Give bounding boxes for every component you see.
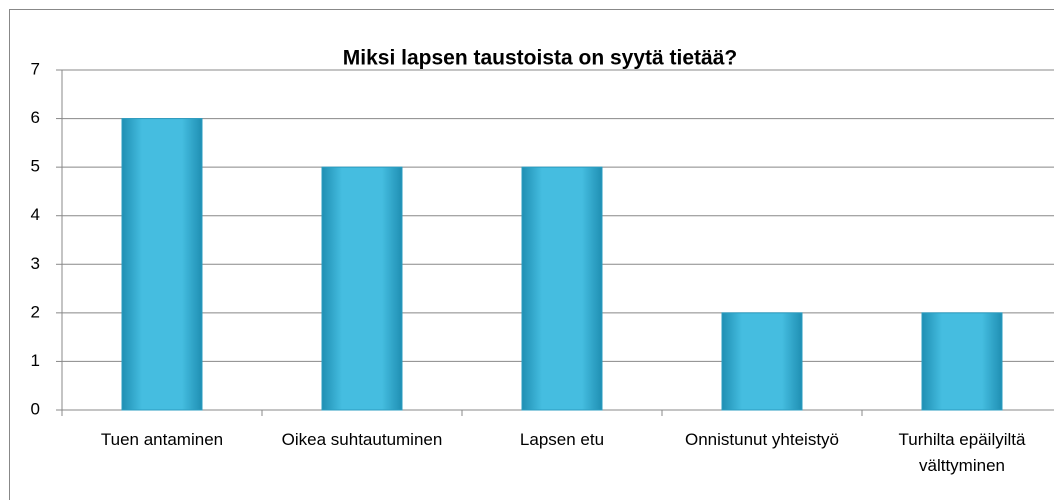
y-tick-label: 2: [31, 302, 40, 321]
x-tick-label: Lapsen etu: [519, 430, 605, 449]
bar: [321, 166, 403, 411]
bar: [921, 312, 1003, 411]
y-tick-label: 6: [31, 108, 40, 127]
chart-frame: [9, 9, 1054, 500]
x-tick-label: Turhilta epäilyiltä välttyminen: [898, 430, 1026, 475]
chart-title: Miksi lapsen taustoista on syytä tietää?: [343, 47, 737, 70]
y-tick-label: 7: [31, 59, 40, 78]
x-tick-label: Tuen antaminen: [100, 430, 224, 449]
x-tick-label: Oikea suhtautuminen: [281, 430, 443, 449]
y-tick-label: 4: [31, 205, 40, 224]
bar: [121, 118, 203, 411]
bar: [721, 312, 803, 411]
x-tick-label: Onnistunut yhteistyö: [684, 430, 840, 449]
bar: [521, 166, 603, 411]
y-tick-label: 5: [31, 157, 40, 176]
y-tick-label: 0: [31, 399, 40, 418]
y-tick-label: 3: [31, 254, 40, 273]
y-tick-label: 1: [31, 351, 40, 370]
